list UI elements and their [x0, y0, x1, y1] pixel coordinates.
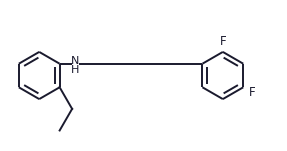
Text: F: F	[249, 86, 255, 99]
Text: F: F	[220, 35, 226, 48]
Text: N
H: N H	[71, 56, 79, 75]
